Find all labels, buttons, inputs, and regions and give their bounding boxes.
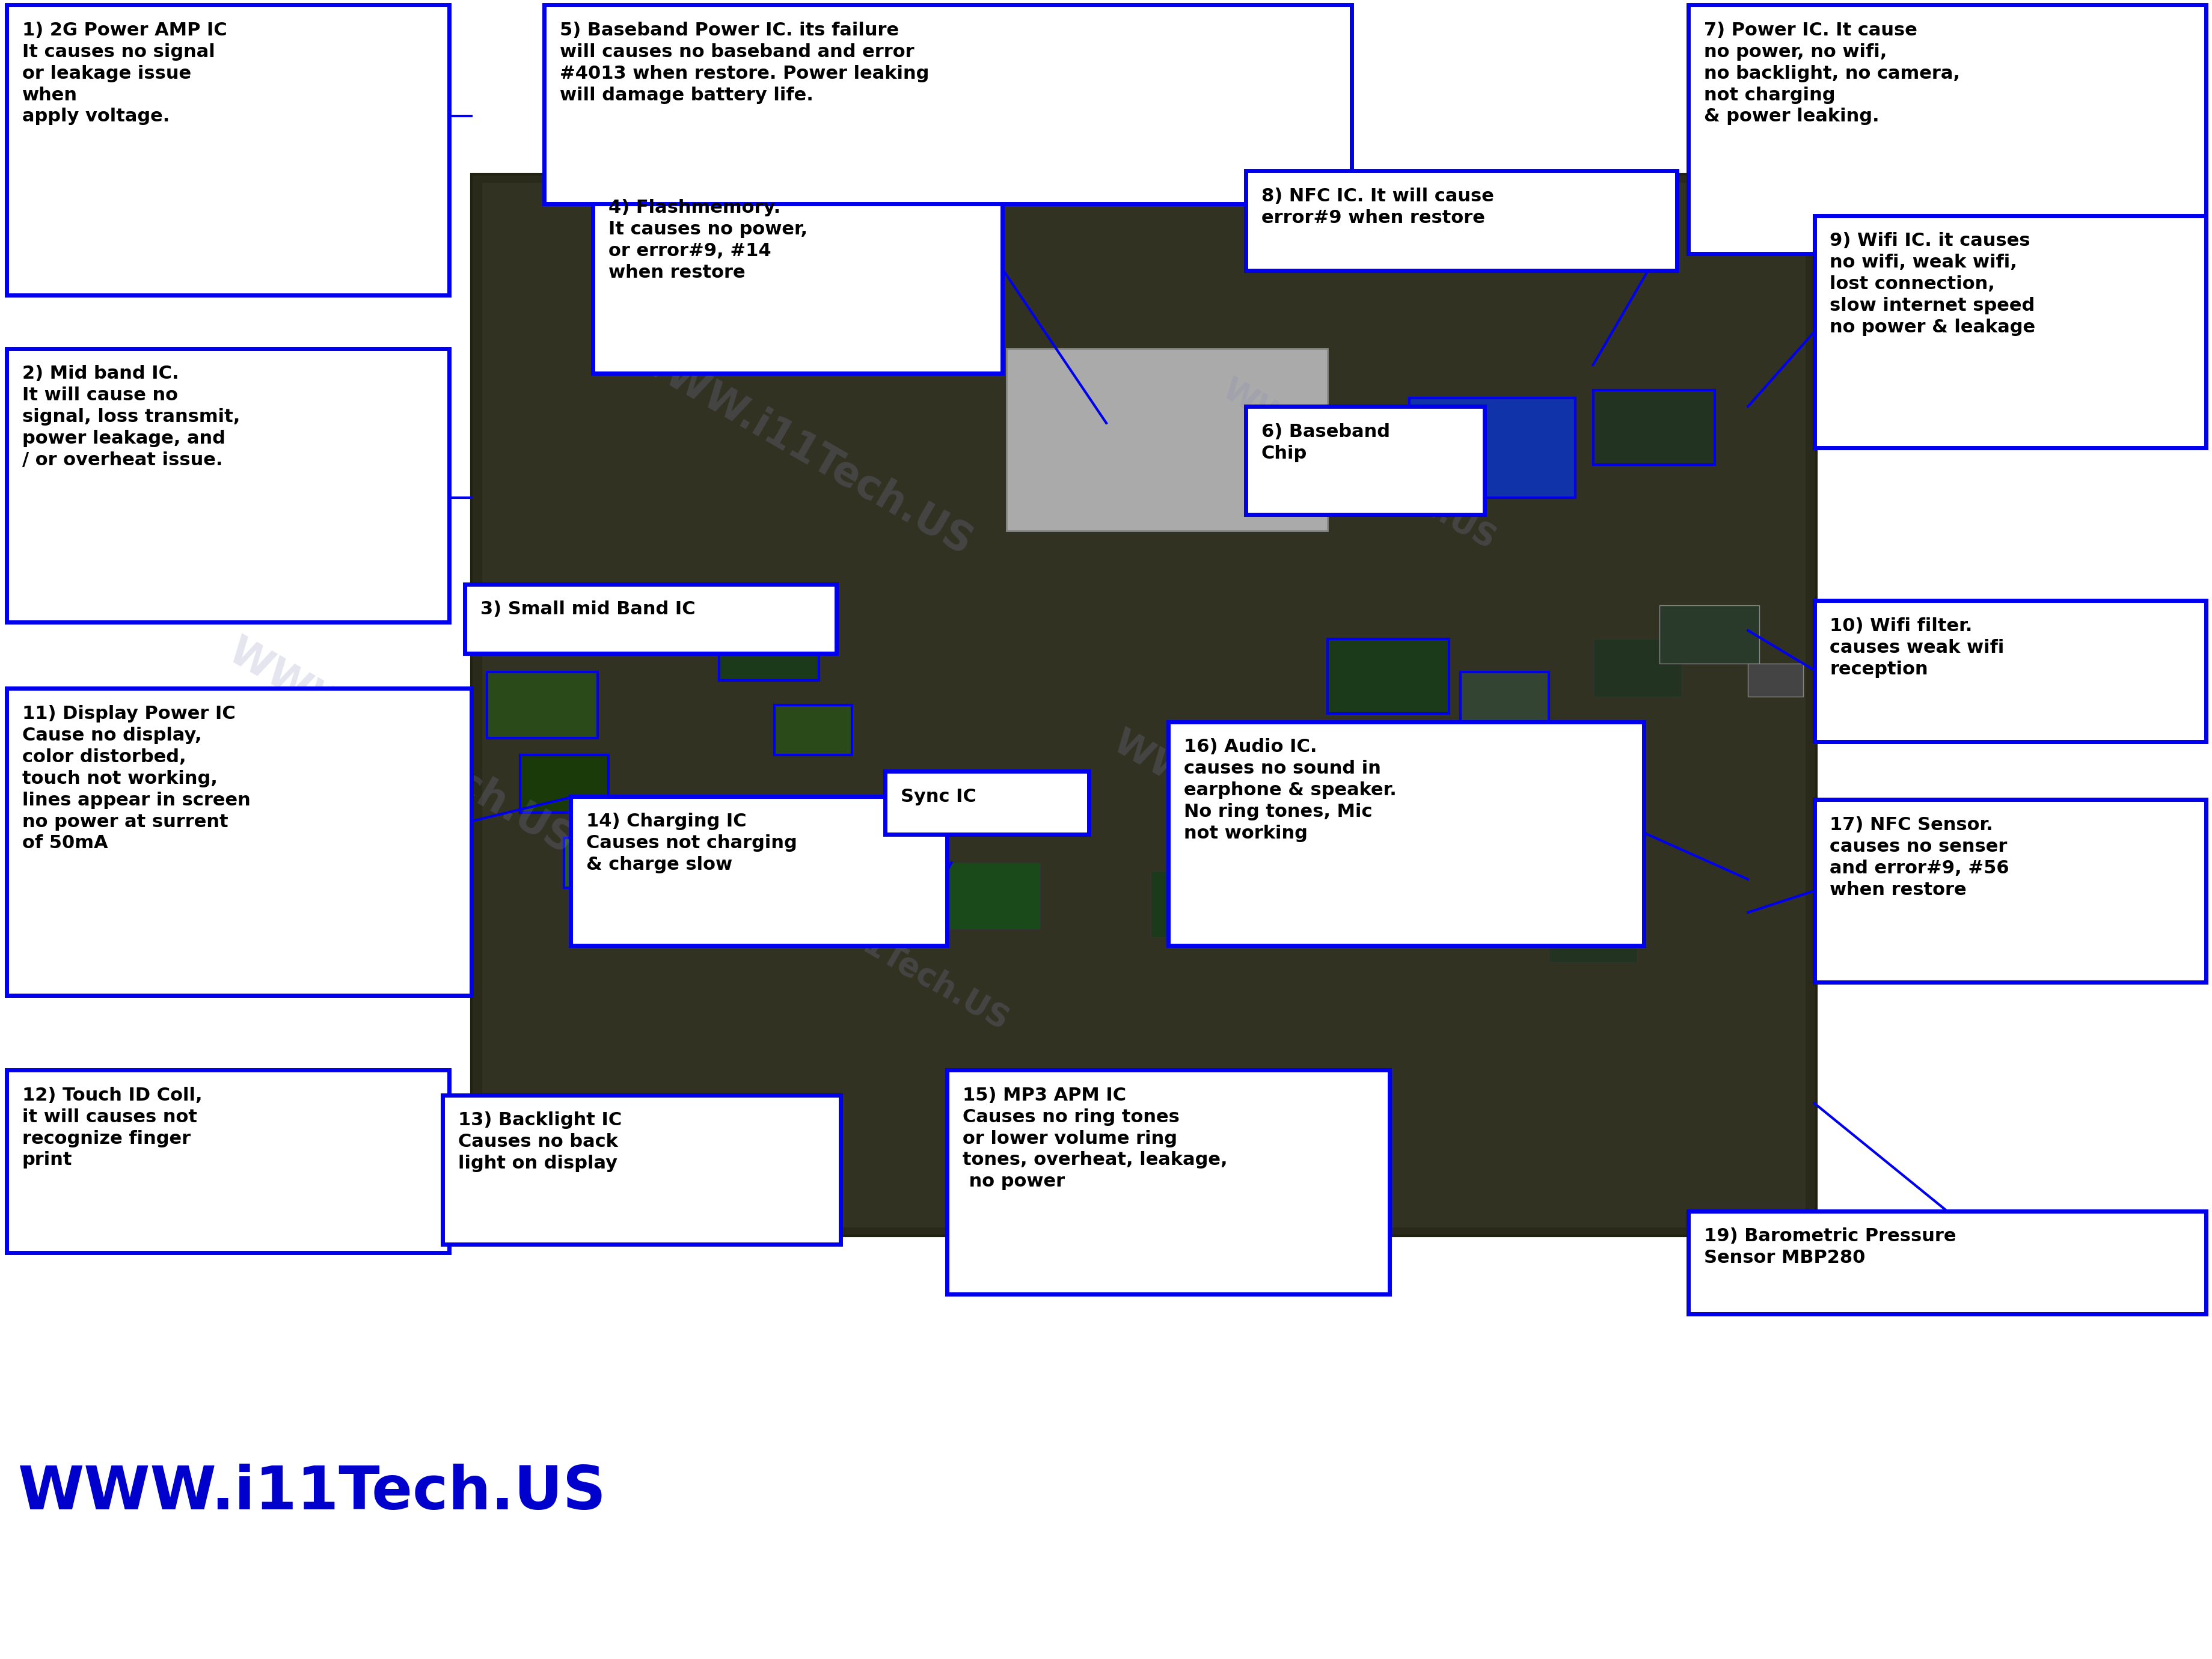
FancyBboxPatch shape	[7, 348, 449, 622]
Text: 5) Baseband Power IC. its failure
will causes no baseband and error
#4013 when r: 5) Baseband Power IC. its failure will c…	[560, 22, 929, 105]
FancyBboxPatch shape	[564, 838, 641, 888]
FancyBboxPatch shape	[1006, 348, 1327, 531]
FancyBboxPatch shape	[1327, 639, 1449, 713]
Text: WWW.i11Tech.US: WWW.i11Tech.US	[1106, 725, 1436, 934]
Text: 17) NFC Sensor.
causes no senser
and error#9, #56
when restore: 17) NFC Sensor. causes no senser and err…	[1829, 816, 2008, 899]
Text: 12) Touch ID Coll,
it will causes not
recognize finger
print: 12) Touch ID Coll, it will causes not re…	[22, 1087, 201, 1170]
Text: 15) MP3 APM IC
Causes no ring tones
or lower volume ring
tones, overheat, leakag: 15) MP3 APM IC Causes no ring tones or l…	[962, 1087, 1228, 1191]
Text: 11) Display Power IC
Cause no display,
color distorbed,
touch not working,
lines: 11) Display Power IC Cause no display, c…	[22, 705, 250, 853]
FancyBboxPatch shape	[1460, 672, 1548, 730]
FancyBboxPatch shape	[1245, 406, 1484, 514]
FancyBboxPatch shape	[885, 771, 1088, 834]
FancyBboxPatch shape	[686, 846, 807, 912]
Text: 8) NFC IC. It will cause
error#9 when restore: 8) NFC IC. It will cause error#9 when re…	[1261, 187, 1493, 227]
FancyBboxPatch shape	[482, 182, 1805, 1228]
FancyBboxPatch shape	[1814, 601, 2205, 742]
Text: 19) Barometric Pressure
Sensor MBP280: 19) Barometric Pressure Sensor MBP280	[1703, 1228, 1955, 1267]
FancyBboxPatch shape	[1747, 664, 1803, 697]
FancyBboxPatch shape	[487, 672, 597, 738]
Text: 4) Flashmemory.
It causes no power,
or error#9, #14
when restore: 4) Flashmemory. It causes no power, or e…	[608, 199, 807, 282]
FancyBboxPatch shape	[465, 584, 836, 654]
FancyBboxPatch shape	[1168, 722, 1644, 946]
FancyBboxPatch shape	[544, 5, 1352, 204]
Text: WWW.i11Tech.US: WWW.i11Tech.US	[730, 854, 1013, 1037]
Text: 1) 2G Power AMP IC
It causes no signal
or leakage issue
when
apply voltage.: 1) 2G Power AMP IC It causes no signal o…	[22, 22, 228, 126]
FancyBboxPatch shape	[1371, 888, 1482, 946]
Text: 2) Mid band IC.
It will cause no
signal, loss transmit,
power leakage, and
/ or : 2) Mid band IC. It will cause no signal,…	[22, 365, 239, 469]
FancyBboxPatch shape	[1688, 5, 2205, 254]
FancyBboxPatch shape	[7, 688, 471, 995]
FancyBboxPatch shape	[907, 863, 1040, 929]
FancyBboxPatch shape	[1593, 639, 1681, 697]
FancyBboxPatch shape	[719, 614, 818, 680]
FancyBboxPatch shape	[1814, 800, 2205, 982]
FancyBboxPatch shape	[442, 1095, 841, 1244]
FancyBboxPatch shape	[1688, 1211, 2205, 1314]
FancyBboxPatch shape	[520, 755, 608, 813]
FancyBboxPatch shape	[1593, 390, 1714, 465]
Text: 14) Charging IC
Causes not charging
& charge slow: 14) Charging IC Causes not charging & ch…	[586, 813, 796, 874]
Text: 7) Power IC. It cause
no power, no wifi,
no backlight, no camera,
not charging
&: 7) Power IC. It cause no power, no wifi,…	[1703, 22, 1960, 126]
FancyBboxPatch shape	[1409, 398, 1575, 498]
Text: 3) Small mid Band IC: 3) Small mid Band IC	[480, 601, 695, 619]
FancyBboxPatch shape	[774, 705, 852, 755]
Text: 16) Audio IC.
causes no sound in
earphone & speaker.
No ring tones, Mic
not work: 16) Audio IC. causes no sound in earphon…	[1183, 738, 1396, 843]
FancyBboxPatch shape	[593, 182, 1002, 373]
FancyBboxPatch shape	[947, 1070, 1389, 1294]
FancyBboxPatch shape	[7, 5, 449, 295]
FancyBboxPatch shape	[1548, 912, 1637, 962]
Text: WWW.i11Tech.US: WWW.i11Tech.US	[18, 1463, 606, 1523]
Text: WWW.i11Tech.US: WWW.i11Tech.US	[1217, 373, 1500, 556]
Text: WWW.i11Tech.US: WWW.i11Tech.US	[619, 333, 980, 562]
Text: 6) Baseband
Chip: 6) Baseband Chip	[1261, 423, 1389, 463]
FancyBboxPatch shape	[471, 174, 1816, 1236]
Text: 13) Backlight IC
Causes no back
light on display: 13) Backlight IC Causes no back light on…	[458, 1112, 622, 1173]
FancyBboxPatch shape	[1659, 606, 1759, 664]
Text: 10) Wifi filter.
causes weak wifi
reception: 10) Wifi filter. causes weak wifi recept…	[1829, 617, 2004, 679]
Text: Sync IC: Sync IC	[900, 788, 975, 806]
FancyBboxPatch shape	[1245, 171, 1677, 270]
Text: 9) Wifi IC. it causes
no wifi, weak wifi,
lost connection,
slow internet speed
n: 9) Wifi IC. it causes no wifi, weak wifi…	[1829, 232, 2035, 337]
FancyBboxPatch shape	[1150, 871, 1294, 937]
FancyBboxPatch shape	[7, 1070, 449, 1253]
FancyBboxPatch shape	[571, 796, 947, 946]
Text: WWW.i11Tech.US: WWW.i11Tech.US	[221, 632, 582, 861]
FancyBboxPatch shape	[1814, 216, 2205, 448]
